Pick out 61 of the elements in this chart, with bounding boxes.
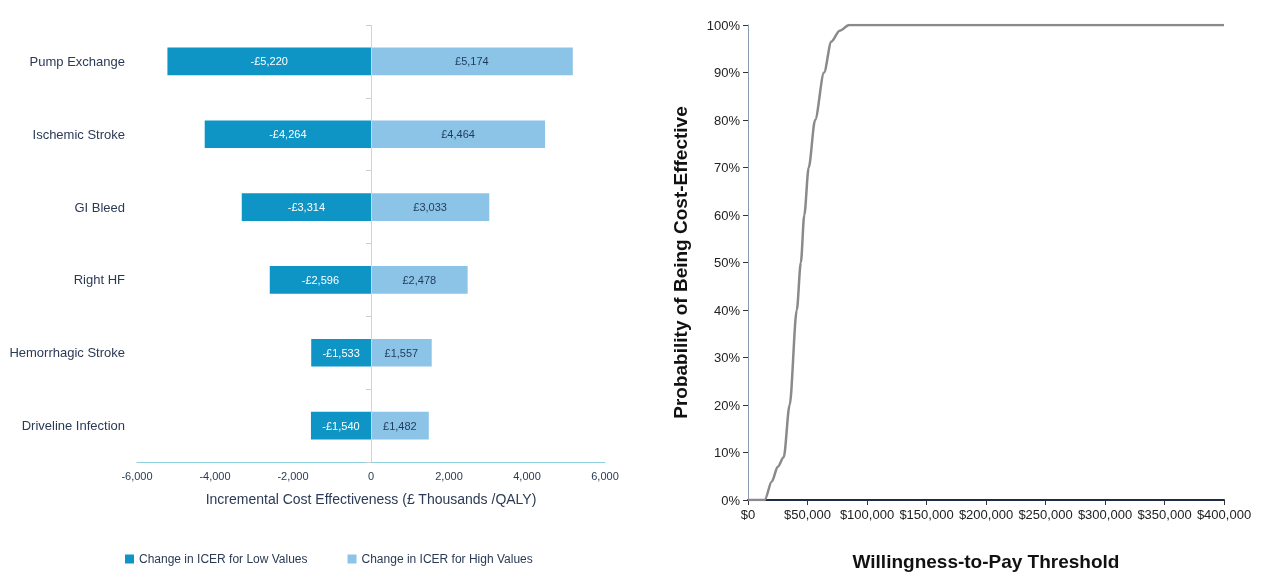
y-tick-label: GI Bleed (74, 199, 125, 215)
bar (371, 266, 468, 294)
bar (371, 120, 546, 149)
data-label: £4,464 (441, 128, 475, 141)
x-tick-label: $50,000 (784, 507, 831, 522)
data-label: -£2,596 (301, 273, 340, 286)
data-label: -£5,220 (250, 55, 288, 68)
x-axis-title: Willingness-to-Pay Threshold (852, 551, 1120, 572)
y-tick-label: Driveline Infection (21, 418, 125, 434)
y-axis-title: Probability of Being Cost-Effective (670, 106, 691, 419)
y-tick-label: Right HF (73, 272, 126, 288)
bar (269, 266, 371, 294)
y-tick-label: 100% (706, 17, 741, 33)
x-tick-label: -2,000 (277, 469, 309, 482)
data-label: -£4,264 (269, 128, 307, 141)
bar (167, 47, 371, 76)
y-tick-label: Hemorrhagic Stroke (9, 345, 125, 361)
y-tick-label: 40% (713, 302, 741, 318)
bar (204, 120, 371, 149)
y-tick-label: 90% (713, 65, 741, 80)
bar (241, 193, 371, 221)
data-label: £5,174 (455, 55, 489, 68)
y-tick-label: Ischemic Stroke (32, 126, 125, 142)
y-tick-label: Pump Exchange (29, 53, 125, 69)
x-tick-label: $200,000 (958, 507, 1014, 522)
line-series (746, 23, 1226, 502)
y-tick-label: 20% (713, 397, 741, 413)
y-tick-label: 0% (721, 492, 741, 508)
data-label: -£3,314 (287, 201, 326, 214)
x-tick-label: $400,000 (1196, 507, 1252, 522)
x-tick-label: 4,000 (513, 469, 541, 482)
x-axis-title: Incremental Cost Effectiveness (£ Thousands /QALY) (205, 491, 537, 507)
bar (371, 47, 573, 76)
y-tick-label: 80% (713, 112, 741, 128)
x-tick-label: -4,000 (199, 469, 231, 482)
x-tick-label: $300,000 (1077, 507, 1133, 522)
y-tick-label: 30% (713, 350, 741, 365)
data-label: £2,478 (402, 273, 437, 286)
bar (371, 338, 432, 367)
x-tick-label: $350,000 (1137, 507, 1192, 522)
y-tick-label: 60% (713, 207, 741, 223)
x-tick-label: $250,000 (1018, 507, 1073, 522)
data-label: -£1,533 (322, 346, 360, 359)
x-tick-label: $0 (740, 507, 756, 522)
y-tick-label: 70% (713, 160, 741, 175)
y-tick-label: 50% (713, 255, 741, 270)
x-tick-label: 2,000 (435, 469, 463, 482)
x-tick-label: 6,000 (591, 469, 619, 482)
data-label: £1,482 (383, 419, 417, 432)
y-tick-label: 10% (713, 445, 741, 460)
x-tick-label: 0 (367, 469, 375, 482)
bar (371, 193, 490, 221)
bar (311, 338, 371, 367)
x-tick-label: -6,000 (121, 469, 153, 482)
x-tick-label: $100,000 (839, 507, 895, 522)
data-label: £3,033 (413, 201, 447, 214)
data-label: -£1,540 (322, 419, 360, 432)
data-label: £1,557 (384, 346, 419, 359)
x-tick-label: $150,000 (899, 507, 954, 522)
legend-label: Change in ICER for Low Values (139, 552, 308, 566)
legend-label: Change in ICER for High Values (361, 552, 533, 566)
